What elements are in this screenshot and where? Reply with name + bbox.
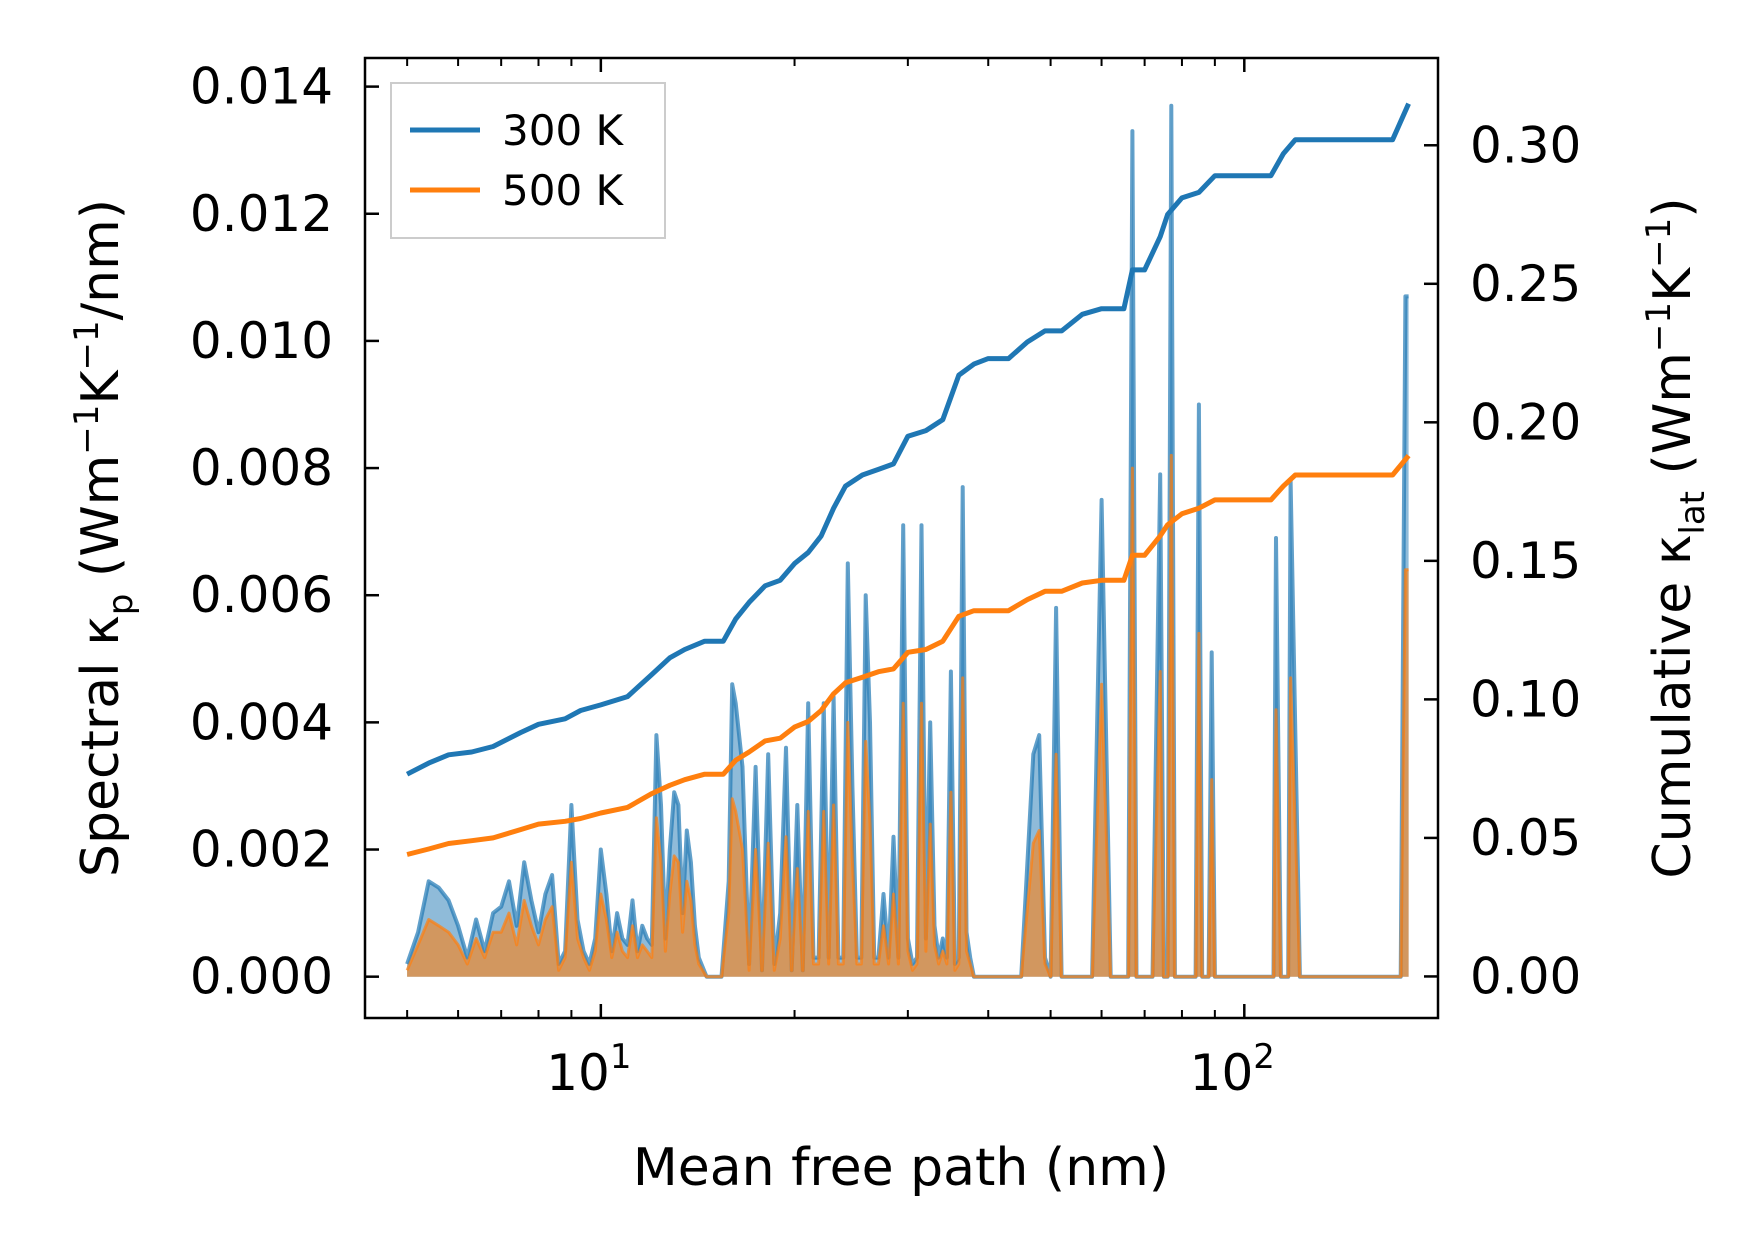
y-left-tick-label: 0.010 bbox=[190, 312, 333, 370]
legend-box bbox=[390, 82, 666, 239]
y-right-tick-label: 0.25 bbox=[1470, 255, 1581, 313]
y-right-tick-label: 0.30 bbox=[1470, 116, 1581, 174]
y-right-tick-label: 0.05 bbox=[1470, 809, 1581, 867]
spectral-line-300k bbox=[405, 103, 1409, 979]
legend-label-300k: 300 K bbox=[502, 106, 625, 155]
plot-frame bbox=[363, 56, 1440, 1020]
y-left-tick-label: 0.004 bbox=[190, 693, 333, 751]
spectral-fill-group bbox=[405, 103, 1409, 979]
tick-labels: 0.000 0.002 0.004 0.006 0.008 0.010 0.012 0.014… bbox=[190, 58, 1581, 1102]
spectral-area-500k bbox=[407, 455, 1409, 977]
y-left-tick-label: 0.008 bbox=[190, 439, 333, 497]
y-right-tick-label: 0.15 bbox=[1470, 532, 1581, 590]
x-axis-label: Mean free path (nm) bbox=[633, 1138, 1169, 1198]
legend-label-500k: 500 K bbox=[502, 166, 625, 215]
y-right-tick-label: 0.10 bbox=[1470, 670, 1581, 728]
y-left-tick-label: 0.006 bbox=[190, 566, 333, 624]
y-right-tick-label: 0.00 bbox=[1470, 947, 1581, 1005]
y-axis-left-label: Spectral κp (Wm−1K−1/nm) bbox=[67, 199, 141, 877]
x-tick-label: 102 bbox=[1190, 1037, 1275, 1102]
cumulative-line-group bbox=[405, 102, 1411, 857]
cumulative-line-500k bbox=[406, 454, 1411, 857]
x-tick-label: 101 bbox=[546, 1037, 631, 1102]
y-axis-right-label: Cumulative κlat (Wm−1K−1) bbox=[1639, 197, 1713, 878]
legend: 300 K 500 K bbox=[390, 82, 666, 239]
y-left-tick-label: 0.000 bbox=[190, 948, 333, 1006]
y-left-tick-label: 0.014 bbox=[190, 58, 333, 116]
y-left-tick-label: 0.002 bbox=[190, 821, 333, 879]
y-right-tick-label: 0.20 bbox=[1470, 393, 1581, 451]
cumulative-line-300k bbox=[405, 102, 1411, 777]
y-left-tick-label: 0.012 bbox=[190, 185, 333, 243]
axis-ticks bbox=[365, 58, 1439, 1018]
spectral-line-500k bbox=[405, 453, 1409, 979]
